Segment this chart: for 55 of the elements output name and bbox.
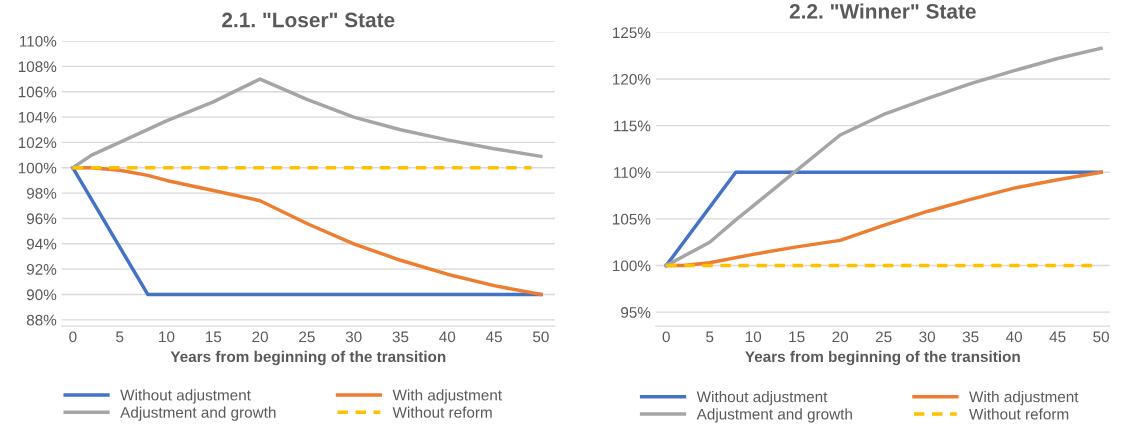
x-tick-label: 15 bbox=[205, 331, 222, 343]
legend-label: With adjustment bbox=[969, 391, 1079, 406]
y-tick-label: 98% bbox=[26, 187, 57, 199]
y-tick-label: 100% bbox=[613, 260, 651, 272]
x-tick-label: 25 bbox=[875, 331, 892, 343]
x-tick-label: 5 bbox=[706, 331, 714, 343]
x-tick-label: 50 bbox=[532, 331, 549, 343]
legend-label: Without reform bbox=[969, 408, 1069, 420]
x-tick-label: 10 bbox=[159, 331, 175, 343]
x-tick-label: 30 bbox=[345, 331, 362, 343]
x-tick-label: 40 bbox=[1005, 331, 1023, 343]
x-tick-label: 45 bbox=[1049, 331, 1066, 343]
chart-title: 2.1. "Loser" State bbox=[222, 12, 395, 28]
x-tick-label: 25 bbox=[299, 331, 315, 343]
y-tick-label: 90% bbox=[26, 289, 57, 301]
legend-label: Adjustment and growth bbox=[696, 408, 852, 423]
x-tick-label: 45 bbox=[485, 331, 502, 343]
y-tick-label: 125% bbox=[613, 27, 651, 39]
legend-label: Adjustment and growth bbox=[120, 406, 276, 421]
x-tick-label: 30 bbox=[919, 331, 936, 343]
x-tick-label: 35 bbox=[392, 331, 409, 343]
x-tick-label: 15 bbox=[789, 331, 805, 343]
y-tick-label: 110% bbox=[614, 167, 651, 178]
x-tick-label: 20 bbox=[252, 331, 268, 343]
line-series bbox=[71, 77, 543, 170]
x-axis-title: Years from beginning of the transition bbox=[745, 350, 1020, 366]
y-tick-label: 88% bbox=[26, 314, 57, 326]
x-tick-label: 50 bbox=[1093, 331, 1109, 343]
y-tick-label: 110% bbox=[20, 35, 57, 47]
y-tick-label: 102% bbox=[18, 137, 57, 149]
x-axis-title: Years from beginning of the transition bbox=[170, 350, 446, 366]
y-tick-label: 96% bbox=[26, 213, 57, 225]
x-tick-label: 35 bbox=[962, 331, 979, 343]
chart-title: 2.2. "Winner" State bbox=[789, 3, 976, 19]
x-tick-label: 10 bbox=[745, 331, 762, 343]
y-tick-label: 115% bbox=[614, 120, 651, 132]
y-tick-label: 105% bbox=[613, 213, 651, 225]
y-tick-label: 92% bbox=[26, 264, 57, 275]
x-tick-label: 0 bbox=[662, 331, 670, 343]
y-tick-label: 95% bbox=[621, 307, 651, 318]
y-tick-label: 104% bbox=[18, 111, 57, 123]
y-tick-label: 106% bbox=[18, 86, 57, 98]
y-tick-label: 120% bbox=[613, 73, 651, 85]
legend-label: Without reform bbox=[392, 406, 492, 418]
x-tick-label: 5 bbox=[116, 331, 124, 343]
y-tick-label: 94% bbox=[26, 238, 57, 250]
x-tick-label: 20 bbox=[832, 331, 849, 343]
x-tick-label: 40 bbox=[439, 331, 456, 343]
legend-label: Without adjustment bbox=[696, 391, 828, 406]
legend-label: Without adjustment bbox=[120, 389, 251, 404]
y-tick-label: 108% bbox=[18, 61, 57, 73]
legend-label: With adjustment bbox=[392, 389, 502, 404]
y-tick-label: 100% bbox=[18, 162, 57, 174]
line-series bbox=[664, 46, 1103, 268]
x-tick-label: 0 bbox=[69, 331, 77, 343]
